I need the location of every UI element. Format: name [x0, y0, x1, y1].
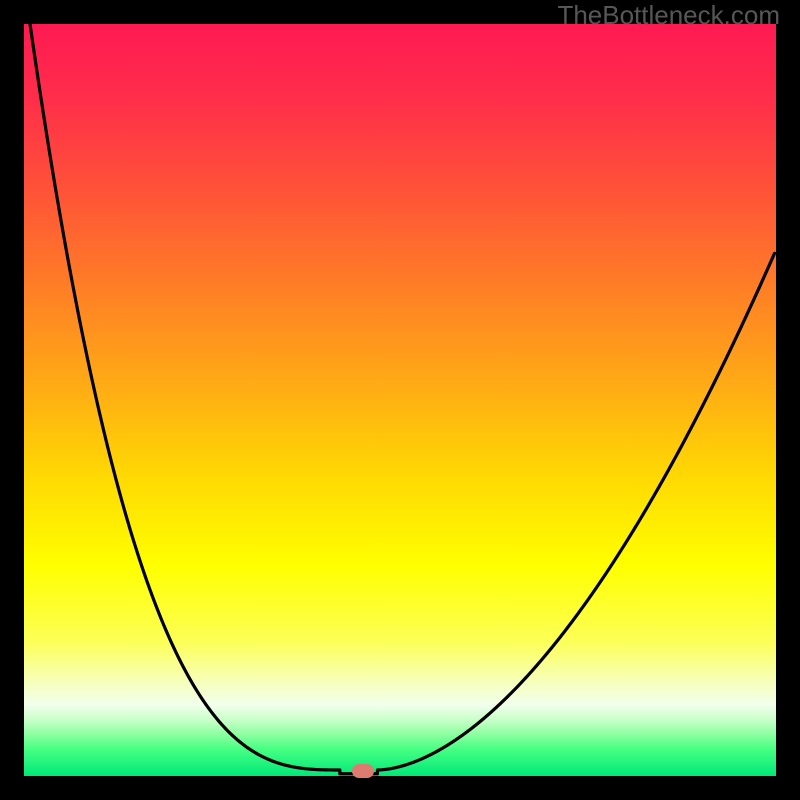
bottleneck-curve: [30, 24, 774, 774]
curve-layer: [24, 24, 776, 776]
chart-stage: TheBottleneck.com: [0, 0, 800, 800]
bottleneck-marker: [352, 764, 374, 778]
watermark-text: TheBottleneck.com: [557, 0, 780, 31]
plot-frame: [24, 24, 776, 776]
